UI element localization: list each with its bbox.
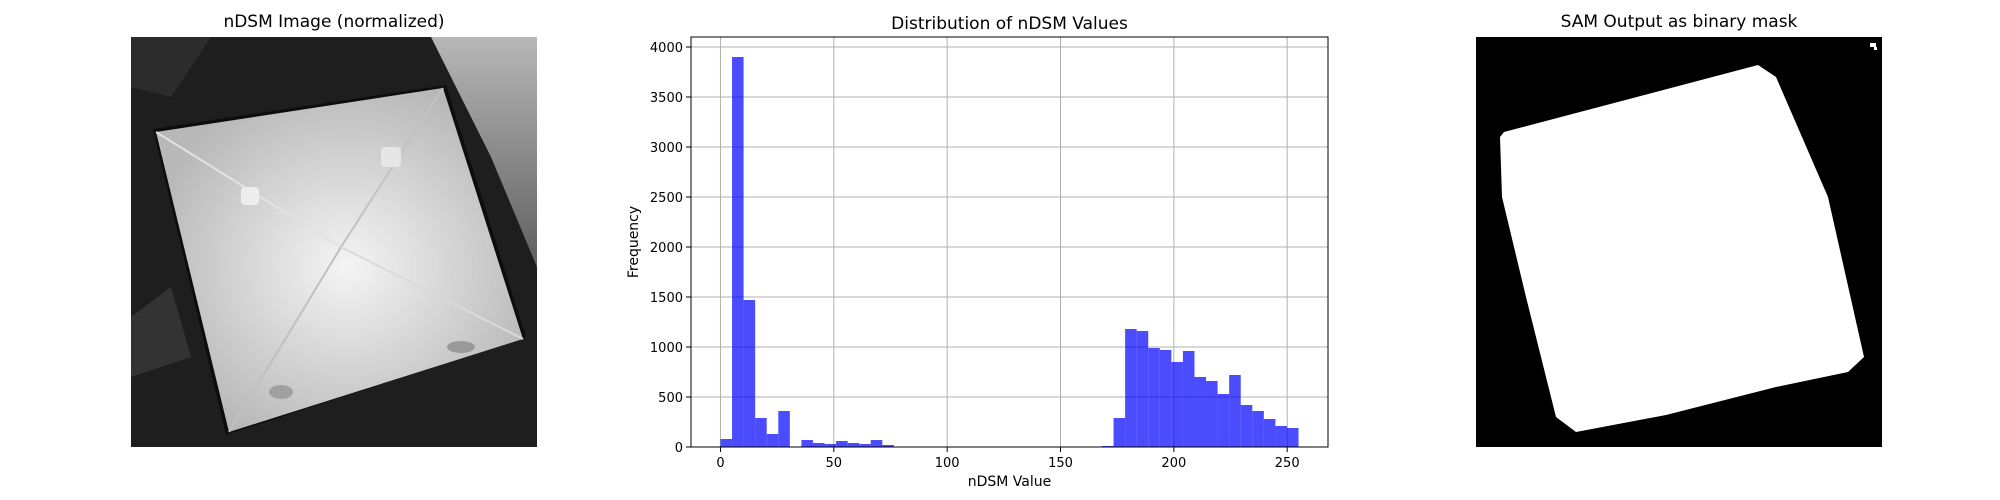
y-tick-label: 4000 [650, 41, 683, 56]
histogram-bar [1217, 394, 1230, 447]
y-tick-label: 2000 [650, 241, 683, 256]
histogram-bar [1113, 418, 1126, 447]
histogram-bar [1182, 351, 1195, 447]
y-tick-label: 1500 [650, 291, 683, 306]
y-tick-label: 500 [658, 391, 683, 406]
histogram-bar [1136, 331, 1149, 447]
chart-title: Distribution of nDSM Values [891, 14, 1128, 34]
histogram-bar [836, 441, 848, 447]
x-tick-label: 100 [935, 456, 960, 471]
histogram-bar [1206, 381, 1218, 447]
y-tick-label: 2500 [650, 191, 683, 206]
histogram-bar [1229, 375, 1241, 447]
right-panel-title: SAM Output as binary mask [1560, 12, 1798, 32]
y-tick-label: 3500 [650, 91, 683, 106]
histogram-bar [1240, 405, 1253, 447]
histogram-bar [882, 445, 894, 447]
histogram-bar [1286, 428, 1299, 447]
histogram-bar [1148, 348, 1160, 447]
histogram-bar [824, 444, 837, 447]
y-tick-label: 3000 [650, 141, 683, 156]
histogram-bar [859, 444, 871, 447]
histogram-bar [1252, 411, 1264, 447]
histogram-bar [1171, 362, 1183, 447]
histogram-bar [720, 439, 733, 447]
histogram-bar [1125, 329, 1137, 447]
y-tick-label: 0 [675, 441, 683, 456]
histogram-bar [766, 434, 779, 447]
histogram-bar [1275, 426, 1287, 447]
histogram-bar [801, 440, 813, 447]
x-axis-label: nDSM Value [968, 474, 1052, 490]
histogram-bar [847, 443, 860, 447]
histogram-bar [1263, 419, 1276, 447]
x-tick-label: 50 [826, 456, 843, 471]
x-tick-label: 0 [716, 456, 724, 471]
histogram-bar [1159, 350, 1172, 447]
x-tick-label: 150 [1048, 456, 1073, 471]
sam-binary-mask [1476, 37, 1882, 447]
histogram-bar [778, 411, 790, 447]
histogram-bar [732, 57, 744, 447]
ndsm-image [131, 37, 537, 447]
y-axis-label: Frequency [626, 206, 642, 278]
histogram-bar [743, 300, 756, 447]
histogram-bar [870, 440, 883, 447]
histogram-bar [1194, 377, 1207, 447]
left-panel-title: nDSM Image (normalized) [223, 12, 445, 32]
x-tick-label: 250 [1275, 456, 1300, 471]
y-tick-label: 1000 [650, 341, 683, 356]
histogram-bar [812, 443, 825, 447]
histogram-bar [755, 418, 767, 447]
x-tick-label: 200 [1161, 456, 1186, 471]
